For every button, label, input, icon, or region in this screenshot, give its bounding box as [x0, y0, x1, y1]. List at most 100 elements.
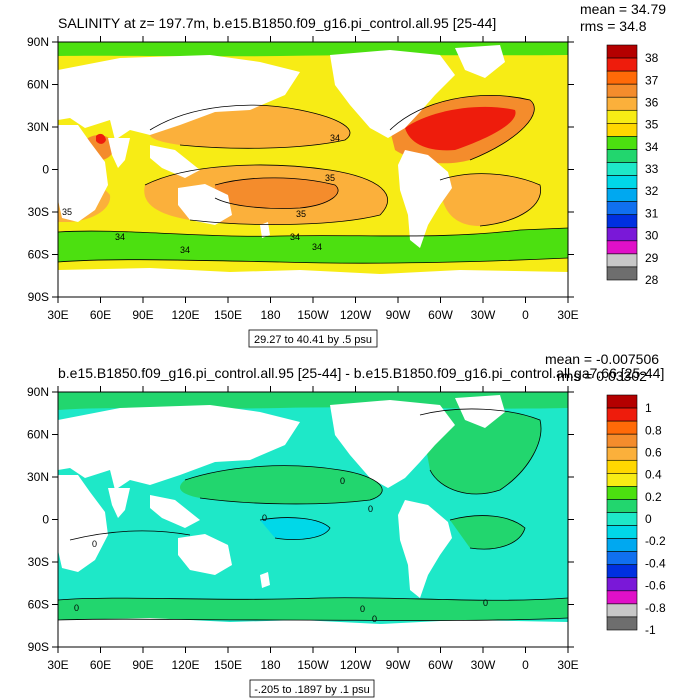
top-south-america — [398, 150, 452, 248]
top-colorbar: 38 37 36 35 34 33 32 31 30 29 28 — [606, 44, 659, 287]
bottom-eastern-pacific-cyan — [260, 517, 330, 540]
top-lat-label: 60S — [28, 248, 49, 262]
bottom-lon-label: 0 — [522, 658, 529, 672]
bottom-lon-label: 120E — [171, 658, 199, 672]
top-colorbar-swatch — [606, 240, 638, 255]
bottom-north-atlantic-band — [420, 408, 541, 494]
bottom-lon-label: 150E — [214, 658, 242, 672]
bottom-colorbar-swatch — [606, 577, 638, 592]
top-rms: rms = 34.8 — [580, 18, 647, 34]
top-colorbar-swatch — [606, 162, 638, 176]
top-colorbar-swatch — [606, 136, 638, 150]
top-arctic-band — [58, 42, 568, 57]
top-contour-label: 34 — [180, 245, 190, 255]
top-contour-label: 34 — [312, 242, 322, 252]
bottom-contour-label: 0 — [74, 603, 79, 613]
top-contour-label: 34 — [290, 232, 300, 242]
top-north-atlantic-core — [405, 106, 516, 151]
top-lat-label: 0 — [42, 163, 49, 177]
bottom-contours — [58, 408, 568, 621]
bottom-colorbar-label: 0.4 — [645, 468, 662, 482]
bottom-colorbar-swatch — [606, 603, 638, 618]
bottom-colorbar-swatch — [606, 525, 638, 539]
top-lon-label: 0 — [522, 308, 529, 322]
bottom-title: b.e15.B1850.f09_g16.pi_control.all.95 [2… — [58, 365, 664, 381]
bottom-south-atlantic-band — [450, 515, 525, 550]
bottom-map-panel: b.e15.B1850.f09_g16.pi_control.all.95 [2… — [27, 351, 666, 698]
top-south-pacific-core — [215, 177, 339, 209]
top-colorbar-label: 28 — [645, 273, 659, 287]
top-colorbar-label: 35 — [645, 118, 659, 132]
top-colorbar-label: 31 — [645, 206, 659, 220]
bottom-contour-label: 0 — [262, 513, 267, 523]
bottom-colorbar-label: -0.6 — [645, 579, 666, 593]
bottom-rms: rms = 0.03302 — [557, 368, 647, 384]
top-colorbar-swatch — [606, 57, 638, 72]
bottom-colorbar: 1 0.8 0.6 0.4 0.2 0 -0.2 -0.4 -0.6 -0.8 -1 — [606, 394, 666, 637]
bottom-contour-label: 0 — [340, 476, 345, 486]
bottom-colorbar-swatch — [606, 446, 638, 461]
bottom-new-zealand — [260, 572, 270, 588]
top-colorbar-label: 30 — [645, 229, 659, 243]
top-se-asia-islands — [150, 145, 200, 178]
top-colorbar-swatch — [606, 149, 638, 163]
top-contour-label: 34 — [330, 133, 340, 143]
bottom-lat-label: 60S — [28, 598, 49, 612]
bottom-colorbar-swatch — [606, 538, 638, 552]
top-lat-label: 90N — [27, 35, 49, 49]
bottom-mean: mean = -0.007506 — [545, 351, 659, 367]
top-contour-label: 35 — [62, 207, 72, 217]
top-land — [58, 45, 568, 297]
bottom-india — [108, 488, 130, 518]
bottom-lon-label: 60E — [90, 658, 111, 672]
bottom-colorbar-swatch — [606, 590, 638, 605]
bottom-colorbar-swatch — [606, 394, 638, 409]
bottom-lon-label: 60W — [428, 658, 453, 672]
top-colorbar-label: 38 — [645, 51, 659, 65]
bottom-land — [58, 395, 568, 647]
top-map-panel: SALINITY at z= 197.7m, b.e15.B1850.f09_g… — [27, 1, 666, 348]
top-lon-label: 90W — [386, 308, 411, 322]
top-colorbar-swatch — [606, 188, 638, 202]
top-colorbar-label: 32 — [645, 184, 659, 198]
bottom-colorbar-swatch — [606, 616, 638, 631]
bottom-south-america — [398, 500, 452, 598]
bottom-colorbar-swatch — [606, 551, 638, 566]
bottom-colorbar-label: 0.6 — [645, 445, 662, 459]
top-contour-label: 35 — [296, 209, 306, 219]
top-lon-label: 60E — [90, 308, 111, 322]
bottom-lon-label: 90W — [386, 658, 411, 672]
bottom-contour-label: 0 — [368, 504, 373, 514]
bottom-colorbar-swatch — [606, 473, 638, 487]
top-colorbar-swatch — [606, 253, 638, 268]
top-colorbar-swatch — [606, 266, 638, 281]
top-lat-label: 30N — [27, 120, 49, 134]
bottom-colorbar-swatch — [606, 486, 638, 500]
bottom-antarctica — [58, 618, 568, 647]
top-north-america — [330, 50, 455, 138]
bottom-lat-label: 90S — [28, 640, 49, 654]
top-colorbar-swatch — [606, 83, 638, 98]
bottom-colorbar-swatch — [606, 459, 638, 474]
bottom-contour-label: 0 — [360, 604, 365, 614]
bottom-lon-label: 120W — [340, 658, 372, 672]
top-colorbar-swatch — [606, 96, 638, 111]
bottom-greenland — [455, 395, 505, 428]
top-south-atlantic-high — [440, 173, 541, 226]
top-africa — [58, 125, 108, 222]
top-eurasia — [58, 55, 300, 140]
top-colorbar-swatch — [606, 123, 638, 137]
bottom-lat-label: 90N — [27, 385, 49, 399]
top-contour-labels: 34 35 35 35 34 34 34 34 — [62, 133, 340, 255]
top-lon-label: 60W — [428, 308, 453, 322]
bottom-lon-label: 30E — [557, 658, 578, 672]
bottom-colorbar-swatch — [606, 407, 638, 422]
bottom-contour-label: 0 — [372, 614, 377, 624]
bottom-lat-label: 30N — [27, 470, 49, 484]
top-title: SALINITY at z= 197.7m, b.e15.B1850.f09_g… — [58, 15, 496, 31]
top-colorbar-label: 36 — [645, 95, 659, 109]
bottom-colorbar-label: 0.2 — [645, 490, 662, 504]
bottom-map-field — [58, 392, 568, 647]
top-colorbar-label: 33 — [645, 162, 659, 176]
